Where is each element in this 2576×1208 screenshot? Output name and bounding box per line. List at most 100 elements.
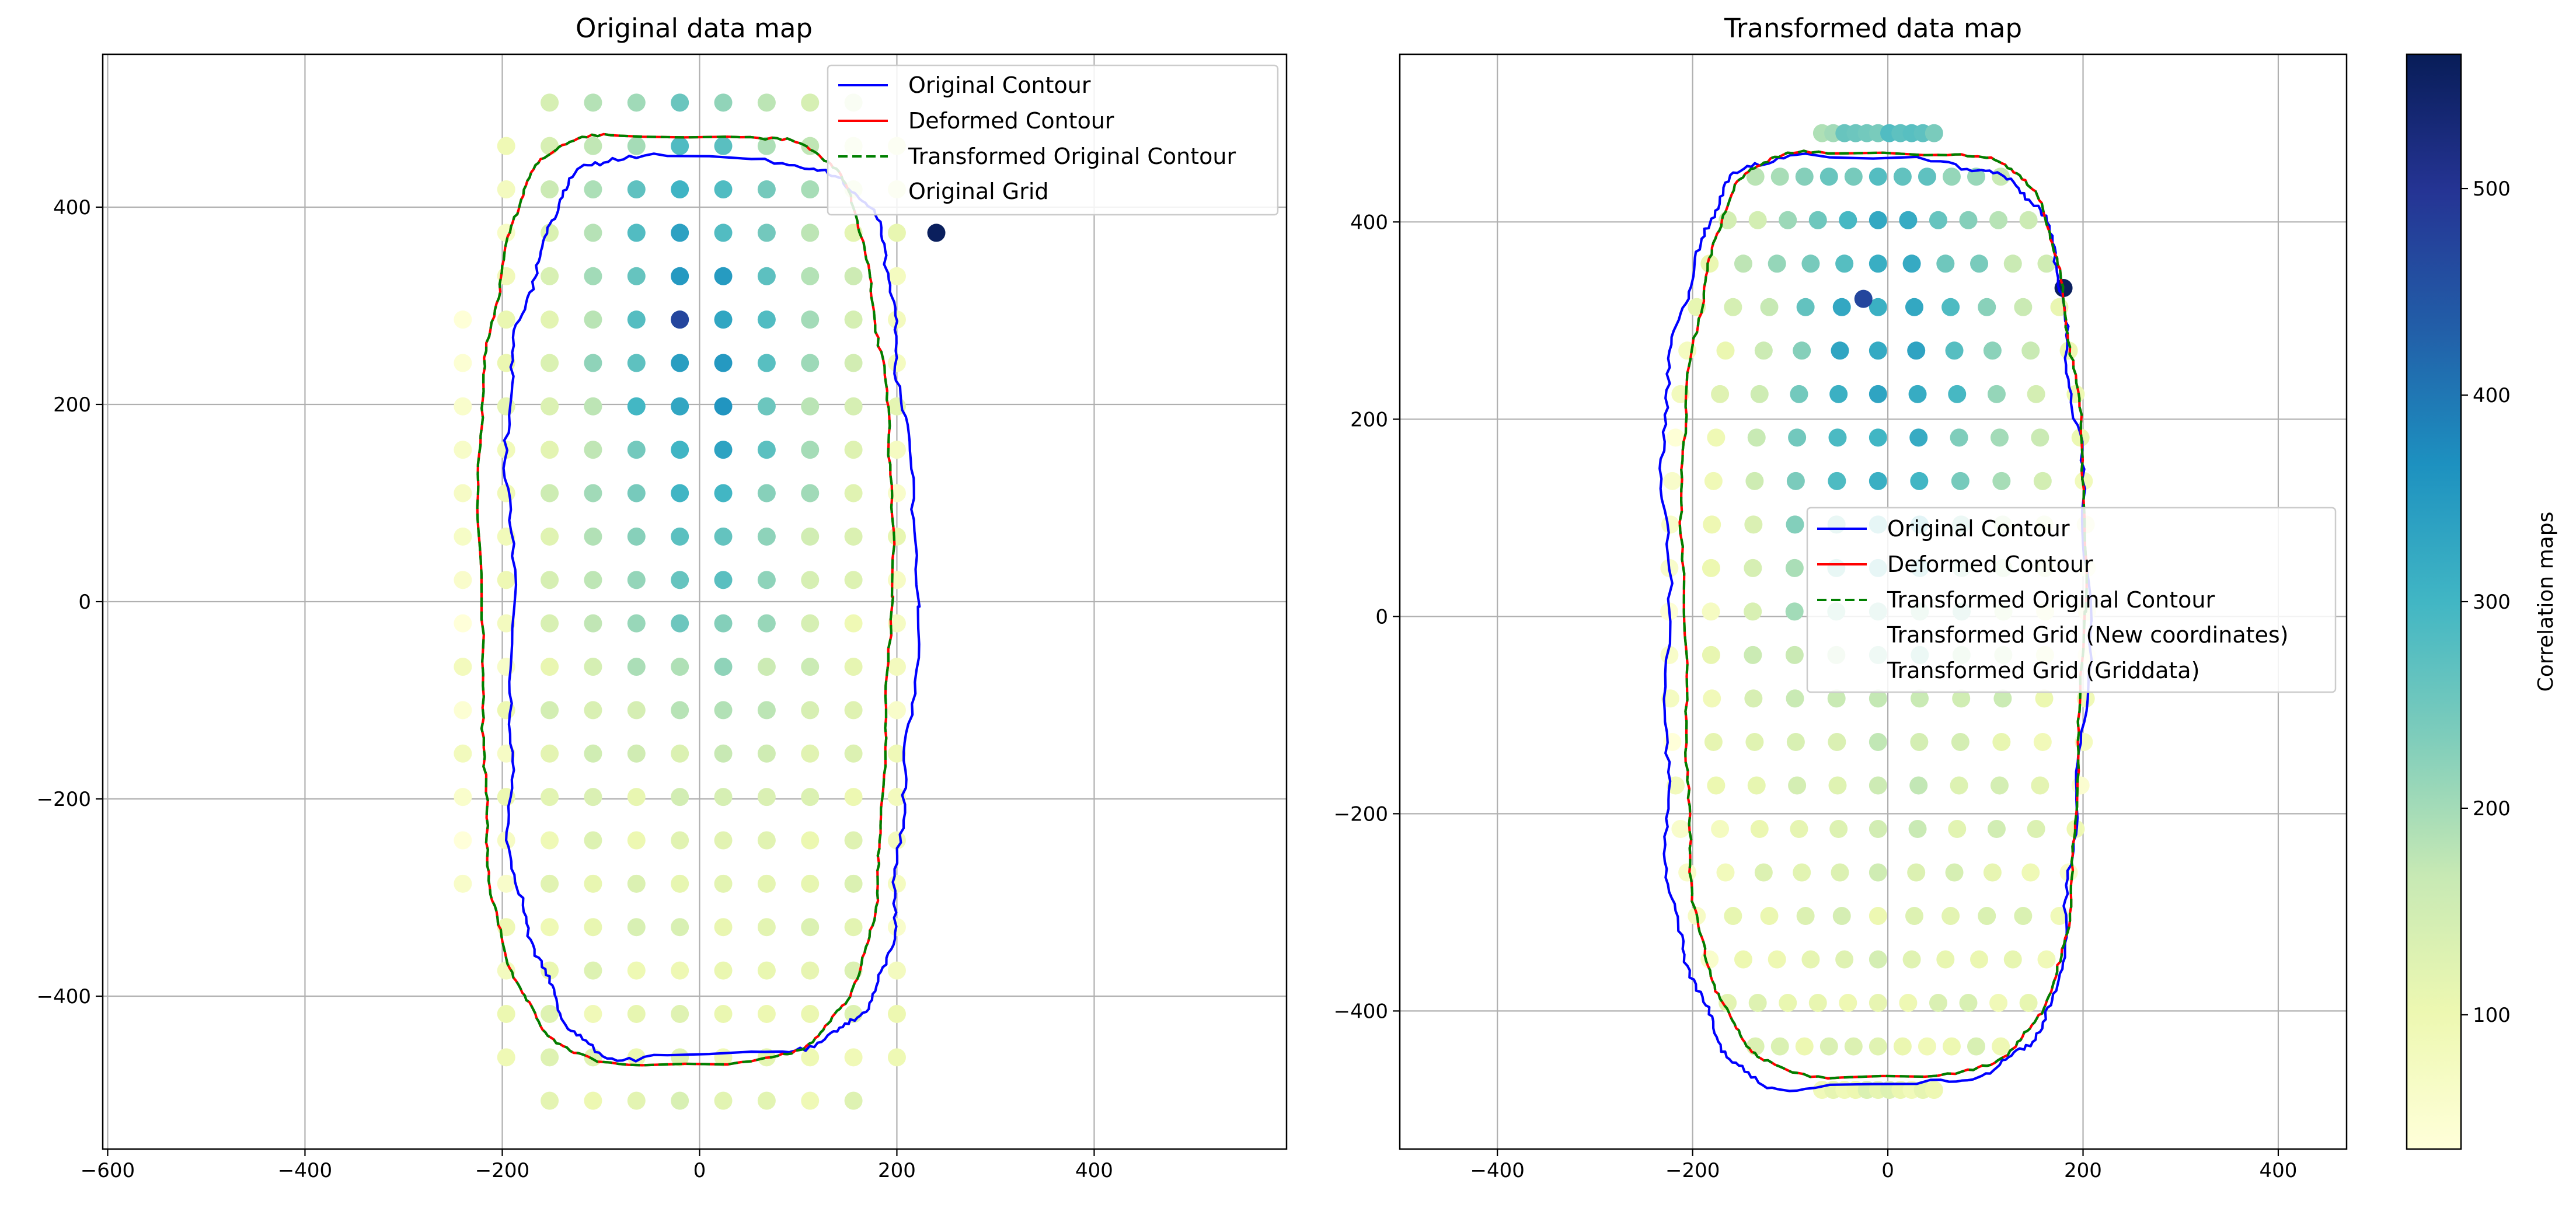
data-point bbox=[584, 874, 602, 893]
data-point bbox=[714, 874, 733, 893]
data-point bbox=[497, 961, 515, 980]
data-point bbox=[671, 267, 689, 285]
data-point bbox=[927, 224, 946, 242]
data-point bbox=[454, 354, 472, 372]
data-point bbox=[541, 918, 559, 937]
data-point bbox=[1768, 950, 1786, 969]
data-point bbox=[1829, 819, 1848, 838]
data-point bbox=[497, 180, 515, 199]
data-point bbox=[1869, 472, 1887, 490]
data-point bbox=[801, 831, 820, 850]
data-point bbox=[497, 571, 515, 589]
data-point bbox=[887, 441, 906, 459]
data-point bbox=[584, 571, 602, 589]
data-point bbox=[1671, 819, 1690, 838]
data-point bbox=[627, 527, 646, 546]
data-point bbox=[671, 918, 689, 937]
data-point bbox=[671, 744, 689, 763]
data-point bbox=[1918, 1037, 1936, 1056]
subplot-title: Transformed data map bbox=[1724, 13, 2022, 44]
data-point bbox=[1768, 254, 1786, 273]
data-point bbox=[1663, 472, 1682, 490]
data-point bbox=[2071, 776, 2090, 795]
data-point bbox=[1744, 558, 1762, 577]
data-point bbox=[1907, 341, 1926, 360]
x-tick-label: −400 bbox=[1470, 1159, 1525, 1182]
data-point bbox=[671, 180, 689, 199]
data-point bbox=[1832, 298, 1851, 316]
data-point bbox=[541, 484, 559, 502]
data-point bbox=[757, 267, 776, 285]
data-point bbox=[714, 137, 733, 155]
data-point bbox=[2003, 254, 2022, 273]
data-point bbox=[1808, 211, 1827, 229]
data-point bbox=[1918, 167, 1936, 186]
data-point bbox=[541, 267, 559, 285]
data-point bbox=[714, 571, 733, 589]
data-point bbox=[627, 93, 646, 112]
data-point bbox=[584, 484, 602, 502]
data-point bbox=[1869, 341, 1887, 360]
data-point bbox=[541, 93, 559, 112]
data-point bbox=[1750, 385, 1769, 403]
data-point bbox=[844, 310, 863, 329]
data-point bbox=[714, 93, 733, 112]
data-point bbox=[627, 874, 646, 893]
data-point bbox=[584, 354, 602, 372]
data-point bbox=[1854, 289, 1873, 308]
data-point bbox=[1989, 994, 2008, 1013]
data-point bbox=[454, 614, 472, 633]
data-point bbox=[801, 961, 820, 980]
data-point bbox=[1925, 124, 1943, 142]
data-point bbox=[757, 744, 776, 763]
data-point bbox=[1910, 472, 1929, 490]
data-point bbox=[1744, 602, 1762, 621]
legend-label: Original Contour bbox=[908, 72, 1091, 98]
data-point bbox=[627, 310, 646, 329]
data-point bbox=[454, 527, 472, 546]
data-point bbox=[757, 701, 776, 720]
data-point bbox=[1948, 385, 1967, 403]
data-point bbox=[454, 484, 472, 502]
data-point bbox=[801, 484, 820, 502]
data-point bbox=[801, 788, 820, 807]
data-point bbox=[1907, 863, 1926, 882]
data-point bbox=[671, 354, 689, 372]
data-point bbox=[1978, 907, 1996, 926]
data-point bbox=[1747, 428, 1766, 447]
data-point bbox=[497, 1004, 515, 1023]
x-tick-label: 200 bbox=[2064, 1159, 2102, 1182]
x-tick-label: 0 bbox=[693, 1159, 706, 1182]
data-point bbox=[1908, 819, 1927, 838]
data-point bbox=[1724, 907, 1742, 926]
data-point bbox=[801, 918, 820, 937]
data-point bbox=[757, 1091, 776, 1110]
colorbar: 100 200 300 400 500 Correlation maps bbox=[2406, 53, 2558, 1150]
data-point bbox=[1828, 776, 1847, 795]
data-point bbox=[1869, 298, 1887, 316]
data-point bbox=[1869, 732, 1887, 751]
data-point bbox=[584, 744, 602, 763]
data-point bbox=[584, 267, 602, 285]
data-point bbox=[714, 701, 733, 720]
data-point bbox=[801, 180, 820, 199]
data-point bbox=[1744, 645, 1762, 664]
data-point bbox=[584, 397, 602, 416]
data-point bbox=[541, 527, 559, 546]
data-point bbox=[584, 224, 602, 242]
transformed-original-contour bbox=[1678, 149, 2088, 1080]
data-point bbox=[1945, 863, 1964, 882]
data-point bbox=[627, 918, 646, 937]
data-point bbox=[844, 658, 863, 676]
data-point bbox=[1839, 211, 1857, 229]
data-point bbox=[714, 527, 733, 546]
data-point bbox=[844, 788, 863, 807]
data-point bbox=[1785, 558, 1804, 577]
data-point bbox=[801, 310, 820, 329]
axes-frame bbox=[1399, 53, 2348, 1150]
data-point bbox=[801, 527, 820, 546]
data-point bbox=[541, 571, 559, 589]
data-point bbox=[757, 1004, 776, 1023]
data-point bbox=[584, 961, 602, 980]
data-point bbox=[1831, 341, 1849, 360]
